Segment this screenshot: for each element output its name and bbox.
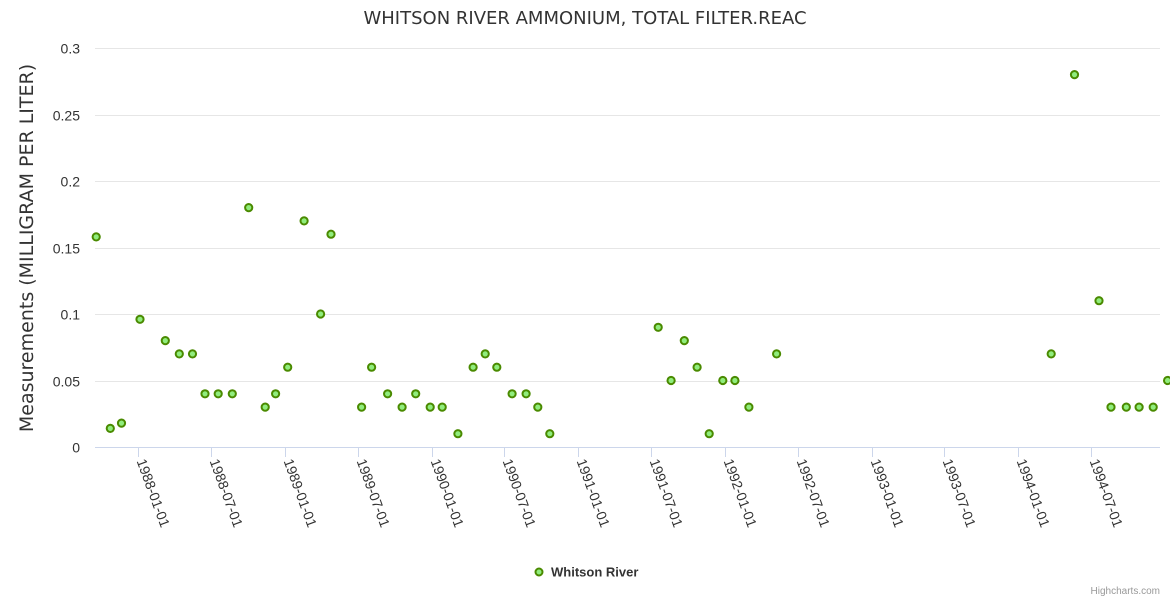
data-point[interactable]: [260, 402, 270, 412]
x-tick-label: 1994-07-01: [1087, 457, 1127, 530]
data-point[interactable]: [718, 375, 728, 386]
data-point[interactable]: [666, 375, 676, 386]
data-point[interactable]: [383, 389, 393, 399]
data-point[interactable]: [545, 429, 555, 439]
data-point[interactable]: [1094, 296, 1104, 306]
data-point[interactable]: [316, 309, 326, 319]
x-tick-label: 1988-01-01: [134, 457, 174, 530]
data-point[interactable]: [730, 375, 740, 386]
y-tick-label: 0.1: [61, 307, 81, 323]
data-point[interactable]: [1163, 375, 1170, 386]
data-point[interactable]: [326, 229, 336, 239]
chart-title: WHITSON RIVER AMMONIUM, TOTAL FILTER.REA…: [363, 8, 806, 29]
y-tick-label: 0.05: [53, 374, 80, 390]
data-point[interactable]: [397, 402, 407, 412]
y-tick-label: 0: [72, 440, 80, 456]
data-point[interactable]: [1106, 402, 1116, 412]
data-point[interactable]: [357, 402, 367, 412]
data-point[interactable]: [492, 362, 502, 372]
data-point[interactable]: [135, 314, 145, 324]
data-point[interactable]: [533, 402, 543, 412]
data-point[interactable]: [521, 389, 531, 399]
legend-marker: [534, 567, 544, 577]
data-point[interactable]: [507, 389, 517, 399]
data-point[interactable]: [160, 336, 170, 346]
x-tick-label: 1989-07-01: [354, 457, 394, 530]
data-point[interactable]: [704, 429, 714, 439]
x-tick-label: 1990-01-01: [428, 457, 468, 530]
data-point[interactable]: [453, 429, 463, 439]
x-tick-label: 1992-01-01: [721, 457, 761, 530]
data-point[interactable]: [744, 402, 754, 412]
x-tick-label: 1993-07-01: [940, 457, 980, 530]
data-point[interactable]: [1148, 402, 1158, 412]
data-point[interactable]: [244, 203, 254, 213]
x-axis-ticks: 1988-01-01 1988-07-01 1989-01-01 1989-07-01…: [134, 447, 1127, 530]
y-tick-label: 0.3: [61, 41, 81, 57]
data-point[interactable]: [437, 402, 447, 412]
data-point[interactable]: [1069, 70, 1080, 80]
y-tick-label: 0.25: [53, 108, 80, 124]
x-tick-label: 1992-07-01: [794, 457, 834, 530]
x-tick-label: 1993-01-01: [868, 457, 908, 530]
x-tick-label: 1991-07-01: [647, 457, 687, 530]
data-point[interactable]: [468, 362, 478, 372]
x-tick-label: 1991-01-01: [574, 457, 614, 530]
x-tick-label: 1989-01-01: [281, 457, 321, 530]
data-point[interactable]: [1134, 402, 1144, 412]
data-point[interactable]: [227, 389, 237, 399]
legend-label[interactable]: Whitson River: [551, 565, 638, 580]
data-point[interactable]: [692, 362, 702, 372]
data-point[interactable]: [271, 389, 281, 399]
data-point[interactable]: [411, 389, 421, 399]
data-point[interactable]: [213, 389, 223, 399]
y-tick-label: 0.2: [61, 174, 81, 190]
data-point[interactable]: [367, 362, 377, 372]
data-point[interactable]: [1046, 349, 1056, 359]
y-axis-title: Measurements (MILLIGRAM PER LITER): [16, 64, 38, 432]
data-point[interactable]: [200, 389, 210, 399]
y-axis-ticks: 0 0.05 0.1 0.15 0.2 0.25 0.3: [53, 41, 80, 456]
grid-lines: [95, 48, 1160, 382]
data-point[interactable]: [772, 349, 782, 359]
data-point[interactable]: [105, 423, 115, 433]
data-point[interactable]: [653, 322, 663, 332]
data-point[interactable]: [679, 336, 689, 346]
y-tick-label: 0.15: [53, 241, 80, 257]
data-point[interactable]: [1121, 402, 1131, 412]
data-point[interactable]: [174, 349, 184, 359]
legend[interactable]: Whitson River: [534, 565, 639, 580]
x-tick-label: 1990-07-01: [500, 457, 540, 530]
data-point[interactable]: [187, 349, 198, 359]
x-tick-label: 1994-01-01: [1014, 457, 1054, 530]
x-tick-label: 1988-07-01: [207, 457, 247, 530]
data-point[interactable]: [116, 418, 127, 428]
data-point[interactable]: [299, 216, 309, 226]
credits-link[interactable]: Highcharts.com: [1091, 586, 1160, 597]
data-point[interactable]: [425, 402, 435, 412]
data-point[interactable]: [91, 232, 101, 242]
series-whitson-river[interactable]: [91, 70, 1170, 439]
data-point[interactable]: [480, 349, 490, 359]
data-point[interactable]: [283, 362, 293, 372]
